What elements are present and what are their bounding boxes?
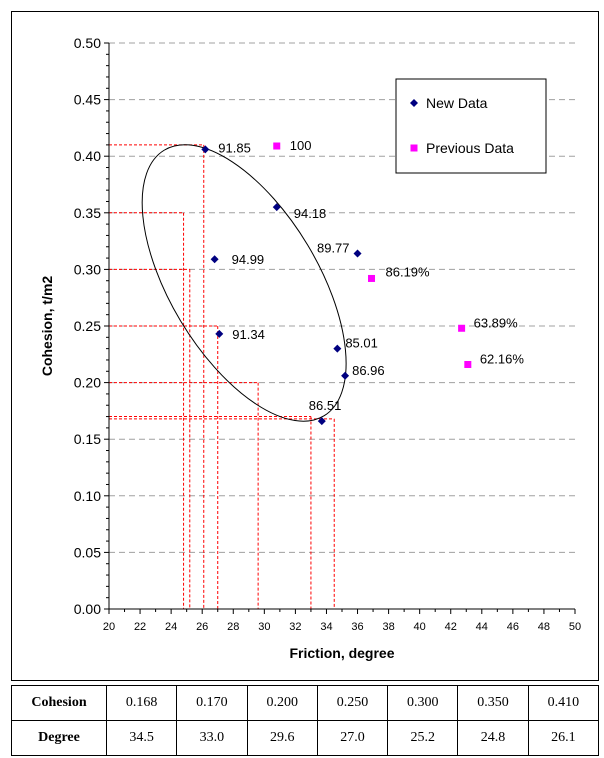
data-label: 63.89%: [474, 315, 519, 330]
legend-label-new-data: New Data: [426, 95, 488, 111]
cohesion-degree-table: Cohesion 0.168 0.170 0.200 0.250 0.300 0.350 0.…: [11, 685, 600, 756]
x-tick-label: 28: [227, 621, 239, 633]
x-tick-label: 48: [538, 621, 550, 633]
y-tick-label: 0.10: [74, 488, 101, 504]
x-tick-label: 38: [382, 621, 394, 633]
data-label: 62.16%: [480, 351, 525, 366]
chart: 0.00 0.05 0.10 0.15 0.20 0.25 0.30 0.35 0.40 0.45…: [39, 35, 581, 661]
new-data-point: [341, 371, 350, 380]
data-label: 86.96: [352, 363, 385, 378]
data-label: 94.99: [232, 252, 265, 267]
legend-marker-new-data: [410, 99, 418, 107]
ellipse-outline: [141, 144, 347, 422]
table-cell: 0.170: [176, 685, 248, 721]
x-tick-label: 26: [196, 621, 208, 633]
legend-box: [395, 78, 547, 174]
previous-data-point: [273, 142, 281, 150]
x-tick-label: 42: [445, 621, 457, 633]
x-tick-label: 20: [103, 621, 115, 633]
table-cell: 25.2: [387, 720, 459, 756]
legend-label-previous-data: Previous Data: [426, 140, 514, 156]
table-cell: 33.0: [176, 720, 248, 756]
x-tick-label: 22: [134, 621, 146, 633]
table-cell: 0.410: [527, 685, 600, 721]
x-tick-label: 44: [476, 621, 488, 633]
new-data-point: [201, 145, 210, 154]
y-tick-label: 0.05: [74, 544, 101, 560]
x-tick-label: 50: [569, 621, 581, 633]
new-data-point: [215, 329, 224, 338]
x-tick-label: 36: [351, 621, 363, 633]
data-label: 86.51: [309, 398, 342, 413]
y-tick-label: 0.20: [74, 375, 101, 391]
table-cell: 0.200: [246, 685, 318, 721]
table-cell: 26.1: [527, 720, 600, 756]
table-row: Cohesion 0.168 0.170 0.200 0.250 0.300 0.350 0.…: [11, 685, 600, 721]
x-tick-label: 30: [258, 621, 270, 633]
y-tick-label: 0.50: [74, 35, 101, 51]
table-row: Degree 34.5 33.0 29.6 27.0 25.2 24.8 26.1: [11, 720, 600, 756]
table-cell: 0.250: [316, 685, 389, 721]
data-label: 94.18: [294, 206, 327, 221]
previous-data-point: [464, 360, 472, 368]
table-cell: 34.5: [105, 720, 178, 756]
table-cell: 0.168: [105, 685, 178, 721]
x-tick-label: 46: [507, 621, 519, 633]
data-label: 89.77: [317, 241, 350, 256]
data-label: 91.34: [232, 327, 265, 342]
y-tick-label: 0.45: [74, 92, 101, 108]
x-tick-label: 34: [320, 621, 332, 633]
new-data-point: [272, 203, 281, 212]
x-tick-label: 32: [289, 621, 301, 633]
previous-data-point: [368, 274, 376, 282]
y-tick-label: 0.30: [74, 261, 101, 277]
y-tick-label: 0.15: [74, 431, 101, 447]
table-cell: 29.6: [246, 720, 318, 756]
new-data-point: [333, 344, 342, 353]
previous-data-point: [458, 324, 466, 332]
y-tick-label: 0.00: [74, 601, 101, 617]
new-data-point: [210, 255, 219, 264]
table-cell: 0.350: [457, 685, 529, 721]
row-header: Cohesion: [11, 685, 107, 721]
data-label: 100: [290, 138, 312, 153]
legend-marker-previous-data: [410, 144, 418, 152]
table-cell: 27.0: [316, 720, 389, 756]
table-cell: 24.8: [457, 720, 529, 756]
new-data-point: [317, 417, 326, 426]
y-tick-label: 0.25: [74, 318, 101, 334]
row-header: Degree: [11, 720, 107, 756]
chart-frame: 0.00 0.05 0.10 0.15 0.20 0.25 0.30 0.35 0.40 0.45…: [11, 11, 599, 681]
data-label: 86.19%: [386, 264, 431, 279]
y-tick-label: 0.35: [74, 205, 101, 221]
x-tick-label: 24: [165, 621, 177, 633]
x-axis-title: Friction, degree: [289, 645, 394, 661]
data-label: 91.85: [218, 140, 251, 155]
x-tick-label: 40: [414, 621, 426, 633]
table-cell: 0.300: [387, 685, 459, 721]
new-data-point: [353, 249, 362, 258]
data-label: 85.01: [345, 336, 378, 351]
y-tick-label: 0.40: [74, 148, 101, 164]
y-axis-title: Cohesion, t/m2: [39, 276, 55, 377]
